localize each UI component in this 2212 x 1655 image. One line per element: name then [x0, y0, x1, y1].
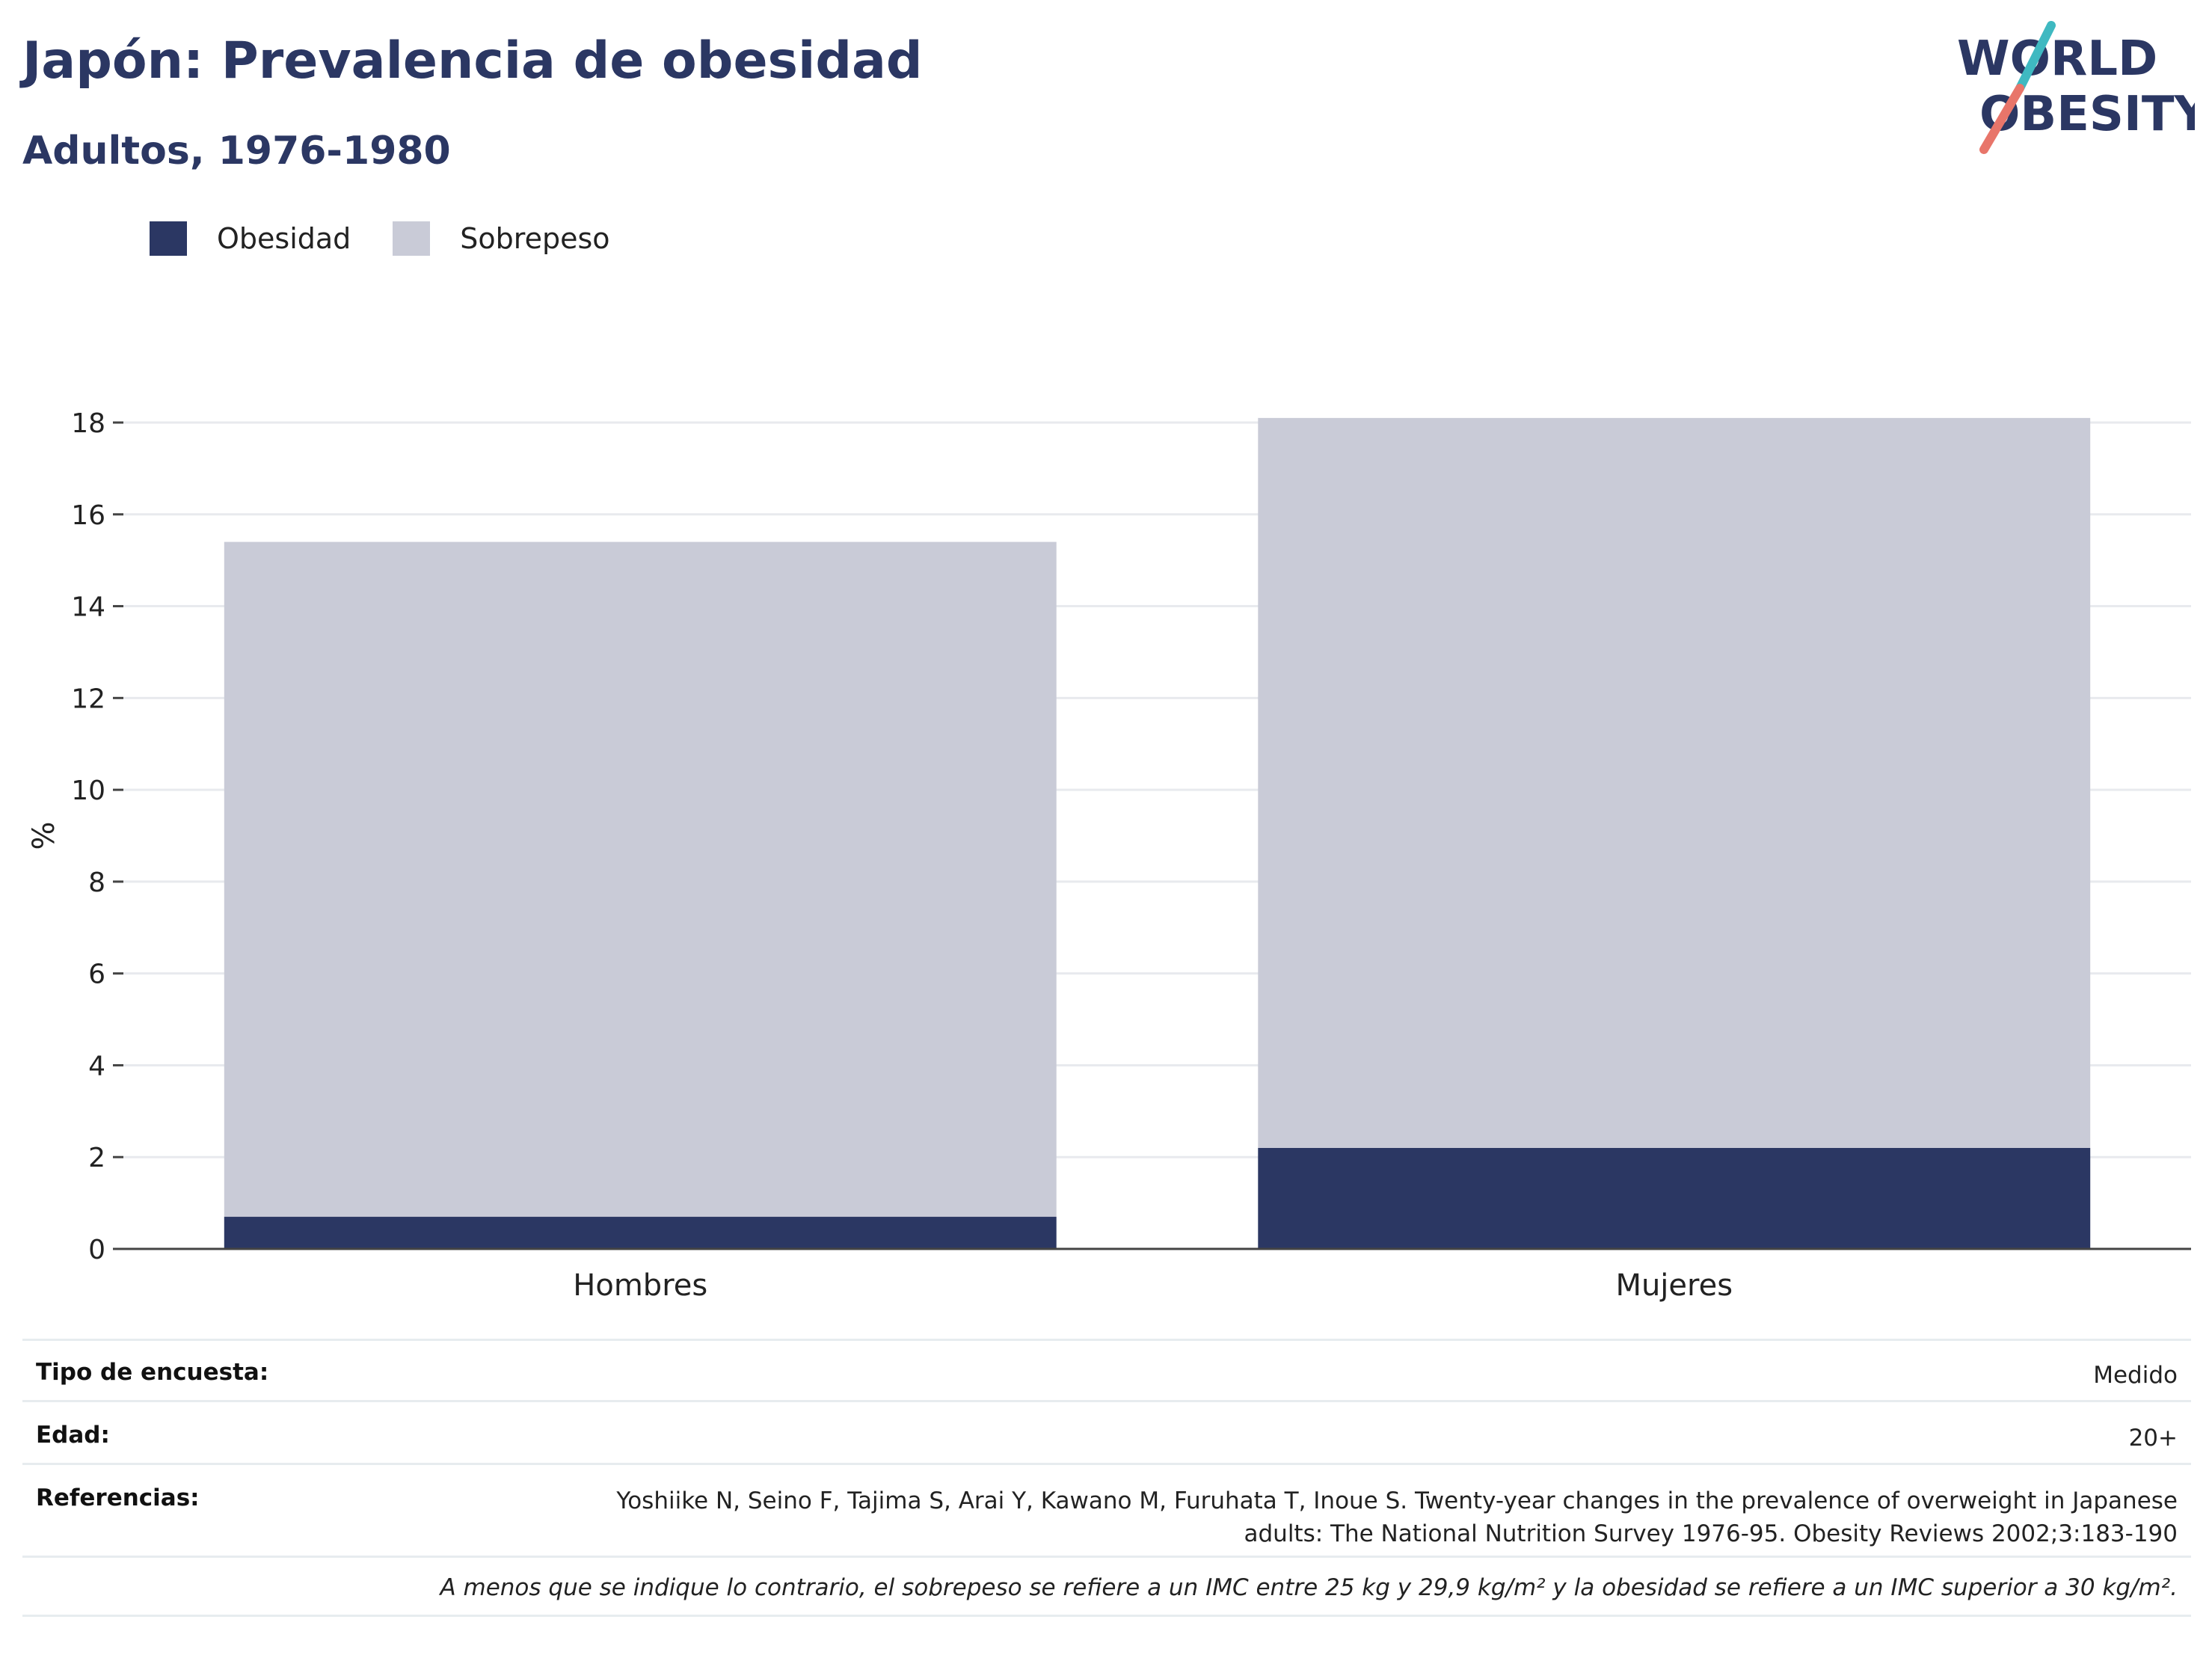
info-row-note: A menos que se indique lo contrario, el …: [22, 1556, 2191, 1617]
references-line-1: Yoshiike N, Seino F, Tajima S, Arai Y, K…: [616, 1487, 2178, 1514]
survey-type-value: Medido: [2093, 1362, 2178, 1389]
y-tick-label: 16: [71, 500, 105, 531]
y-tick-label: 14: [71, 592, 105, 623]
y-tick-label: 10: [71, 776, 105, 806]
y-axis-label: %: [27, 821, 61, 850]
logo-slash-top: [2015, 21, 2056, 93]
info-row-references: Referencias: Yoshiike N, Seino F, Tajima…: [22, 1463, 2191, 1556]
y-tick-label: 12: [71, 684, 105, 714]
y-tick-label: 4: [88, 1051, 105, 1081]
bar-obesity: [1258, 1147, 2091, 1249]
logo-word-world: WORLD: [1957, 31, 2157, 87]
bar-overweight: [224, 541, 1057, 1218]
y-tick-label: 6: [88, 959, 105, 990]
legend-label-obesity: Obesidad: [217, 222, 351, 255]
age-label: Edad:: [36, 1422, 110, 1449]
logo-slash-bottom: [1979, 84, 2024, 154]
info-row-age: Edad: 20+: [22, 1400, 2191, 1463]
info-table: Tipo de encuesta: Medido Edad: 20+ Refer…: [22, 1339, 2191, 1617]
legend-swatch-obesity: [150, 221, 187, 256]
chart-subtitle: Adultos, 1976-1980: [22, 129, 451, 174]
y-tick-label: 0: [88, 1235, 105, 1265]
y-tick-label: 8: [88, 868, 105, 898]
bar-overweight: [1258, 417, 2091, 1148]
info-row-survey-type: Tipo de encuesta: Medido: [22, 1339, 2191, 1400]
age-value: 20+: [2128, 1425, 2178, 1452]
legend-label-overweight: Sobrepeso: [460, 222, 610, 255]
bar-chart: 0 2 4 6 8 10 12 14 16 18% Hombres Mujeres: [27, 408, 2191, 1303]
y-tick-label: 18: [71, 408, 105, 439]
chart-legend: Obesidad Sobrepeso: [150, 221, 652, 256]
legend-swatch-overweight: [393, 221, 431, 256]
chart-title: Japón: Prevalencia de obesidad: [22, 31, 923, 90]
x-tick-label: Hombres: [573, 1268, 707, 1303]
x-tick-label: Mujeres: [1615, 1268, 1733, 1303]
references-value: Yoshiike N, Seino F, Tajima S, Arai Y, K…: [616, 1484, 2178, 1550]
bar-obesity: [224, 1217, 1057, 1249]
world-obesity-logo: WORLD OBESITY: [1957, 21, 2195, 154]
y-tick-label: 2: [88, 1143, 105, 1173]
references-line-2: adults: The National Nutrition Survey 19…: [1244, 1520, 2178, 1547]
survey-type-label: Tipo de encuesta:: [36, 1359, 269, 1386]
definition-note: A menos que se indique lo contrario, el …: [440, 1574, 2178, 1601]
references-label: Referencias:: [36, 1484, 200, 1511]
legend-item-obesity: Obesidad: [150, 221, 351, 256]
legend-item-overweight: Sobrepeso: [393, 221, 610, 256]
